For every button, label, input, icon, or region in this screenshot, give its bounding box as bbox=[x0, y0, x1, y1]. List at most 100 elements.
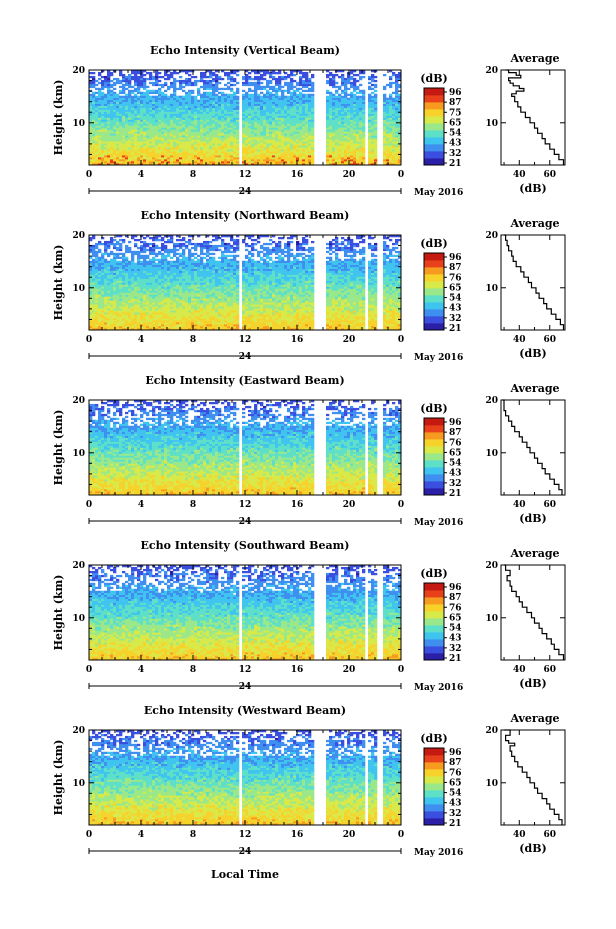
heatmap-cell bbox=[128, 320, 132, 323]
heatmap-cell bbox=[137, 113, 141, 116]
heatmap-cell bbox=[254, 141, 258, 144]
heatmap-cell bbox=[98, 95, 102, 99]
heatmap-cell bbox=[128, 300, 132, 303]
heatmap-cell bbox=[104, 119, 108, 122]
heatmap-cell bbox=[107, 328, 111, 331]
heatmap-cell bbox=[113, 145, 117, 148]
heatmap-cell bbox=[119, 119, 123, 122]
heatmap-cell bbox=[128, 133, 132, 136]
heatmap-cell bbox=[257, 107, 261, 110]
heatmap-cell bbox=[116, 294, 120, 297]
heatmap-cell bbox=[263, 77, 267, 81]
heatmap-cell bbox=[143, 119, 147, 122]
heatmap-cell bbox=[131, 294, 135, 297]
heatmap-cell bbox=[89, 274, 93, 277]
heatmap-cell bbox=[101, 95, 105, 99]
heatmap-cell bbox=[389, 119, 393, 122]
heatmap-cell bbox=[281, 127, 285, 130]
heatmap-cell bbox=[134, 89, 138, 93]
heatmap-cell bbox=[254, 117, 258, 120]
heatmap-cell bbox=[338, 105, 342, 108]
heatmap-cell bbox=[248, 89, 252, 93]
heatmap-cell bbox=[113, 137, 117, 140]
heatmap-cell bbox=[176, 133, 180, 136]
heatmap-cell bbox=[302, 79, 306, 83]
heatmap-cell bbox=[101, 75, 105, 79]
heatmap-cell bbox=[290, 155, 294, 158]
heatmap-cell bbox=[353, 153, 357, 156]
heatmap-cell bbox=[389, 159, 393, 162]
heatmap-cell bbox=[122, 107, 126, 110]
heatmap-cell bbox=[362, 113, 366, 116]
heatmap-cell bbox=[206, 139, 210, 142]
heatmap-cell bbox=[350, 93, 354, 97]
heatmap-cell bbox=[128, 304, 132, 307]
heatmap-cell bbox=[170, 93, 174, 97]
heatmap-cell bbox=[122, 83, 126, 87]
heatmap-cell bbox=[215, 125, 219, 128]
heatmap-cell bbox=[359, 101, 363, 104]
heatmap-cell bbox=[152, 145, 156, 148]
heatmap-cell bbox=[113, 244, 117, 248]
heatmap-cell bbox=[362, 121, 366, 124]
heatmap-cell bbox=[185, 91, 189, 95]
heatmap-cell bbox=[95, 300, 99, 303]
heatmap-cell bbox=[134, 288, 138, 291]
heatmap-cell bbox=[173, 81, 177, 85]
heatmap-cell bbox=[137, 286, 141, 289]
heatmap-cell bbox=[188, 151, 192, 154]
heatmap-cell bbox=[173, 141, 177, 144]
heatmap-cell bbox=[233, 133, 237, 136]
heatmap-cell bbox=[296, 121, 300, 124]
heatmap-cell bbox=[131, 143, 135, 146]
heatmap-cell bbox=[221, 87, 225, 91]
heatmap-cell bbox=[296, 153, 300, 156]
heatmap-cell bbox=[299, 151, 303, 154]
heatmap-cell bbox=[233, 79, 237, 83]
heatmap-cell bbox=[329, 99, 333, 102]
heatmap-cell bbox=[149, 125, 153, 128]
heatmap-cell bbox=[191, 153, 195, 156]
heatmap-cell bbox=[134, 252, 138, 256]
heatmap-cell bbox=[191, 147, 195, 150]
heatmap-cell bbox=[137, 254, 141, 258]
heatmap-cell bbox=[347, 115, 351, 118]
heatmap-cell bbox=[89, 71, 93, 75]
heatmap-cell bbox=[251, 139, 255, 142]
heatmap-cell bbox=[344, 159, 348, 162]
heatmap-cell bbox=[386, 99, 390, 102]
heatmap-cell bbox=[155, 89, 159, 93]
heatmap-cell bbox=[116, 264, 120, 267]
heatmap-cell bbox=[305, 163, 309, 166]
heatmap-cell bbox=[326, 129, 330, 132]
heatmap-cell bbox=[101, 127, 105, 130]
heatmap-cell bbox=[308, 129, 312, 132]
heatmap-cell bbox=[359, 103, 363, 106]
heatmap-cell bbox=[338, 99, 342, 102]
heatmap-cell bbox=[341, 95, 345, 99]
heatmap-cell bbox=[227, 81, 231, 85]
heatmap-cell bbox=[140, 83, 144, 87]
heatmap-cell bbox=[272, 71, 276, 75]
heatmap-cell bbox=[131, 256, 135, 260]
heatmap-cell bbox=[113, 300, 117, 303]
heatmap-cell bbox=[398, 117, 402, 120]
heatmap-cell bbox=[113, 133, 117, 136]
heatmap-cell bbox=[263, 119, 267, 122]
heatmap-cell bbox=[116, 276, 120, 279]
heatmap-cell bbox=[386, 105, 390, 108]
heatmap-cell bbox=[383, 139, 387, 142]
heatmap-cell bbox=[215, 89, 219, 93]
heatmap-cell bbox=[338, 153, 342, 156]
heatmap-cell bbox=[392, 91, 396, 95]
heatmap-cell bbox=[179, 133, 183, 136]
heatmap-cell bbox=[101, 113, 105, 116]
heatmap-cell bbox=[344, 111, 348, 114]
heatmap-cell bbox=[383, 113, 387, 116]
heatmap-cell bbox=[245, 70, 249, 73]
heatmap-cell bbox=[329, 77, 333, 81]
heatmap-cell bbox=[296, 119, 300, 122]
heatmap-cell bbox=[359, 77, 363, 81]
heatmap-cell bbox=[146, 93, 150, 97]
heatmap-cell bbox=[95, 242, 99, 246]
